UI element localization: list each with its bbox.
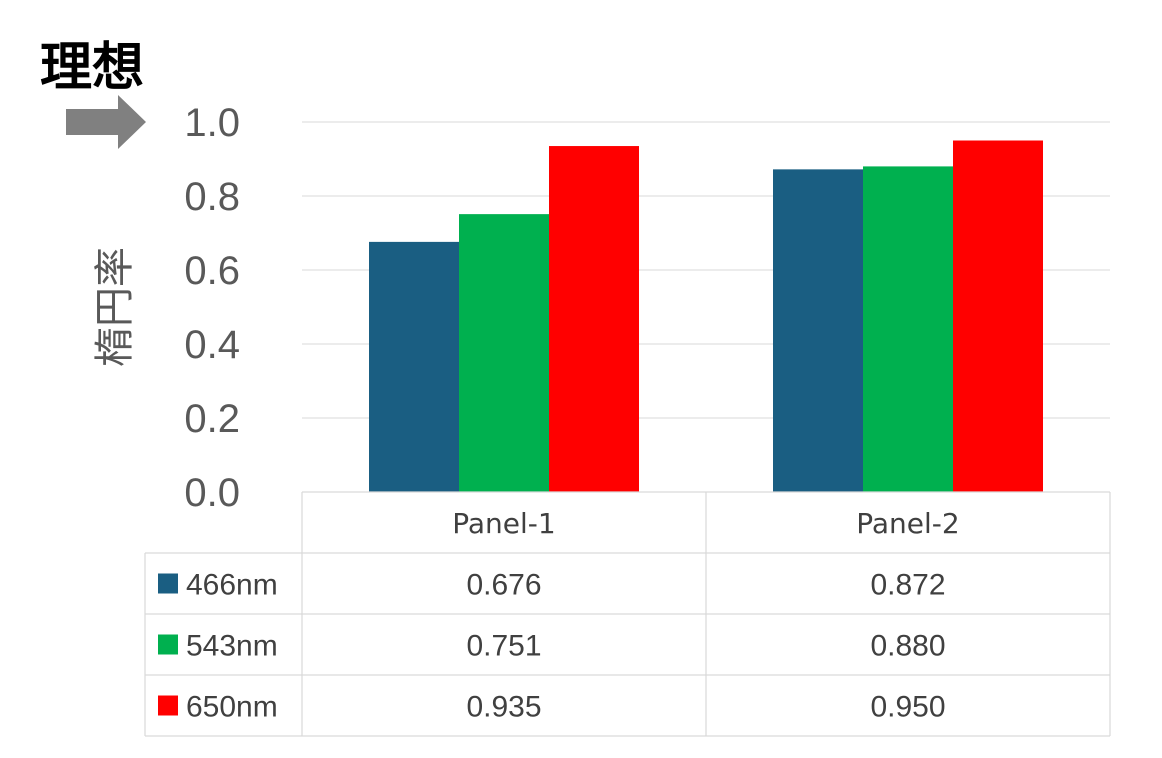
legend-swatch (158, 695, 178, 716)
y-tick-label: 0.0 (184, 471, 240, 515)
right-arrow-icon (66, 95, 146, 149)
data-label: 0.751 (466, 630, 541, 663)
series-name: 650nm (186, 691, 278, 724)
bar (953, 140, 1043, 492)
bar (773, 169, 863, 493)
legend-swatch (158, 573, 178, 594)
bars (369, 140, 1043, 493)
data-label: 0.872 (870, 569, 945, 602)
data-table: Panel-1 Panel-2 466nm 0.676 0.872 543nm 0.751 0… (144, 491, 1111, 737)
bar (459, 214, 549, 492)
data-label: 0.880 (870, 630, 945, 663)
category-label: Panel-2 (856, 507, 959, 540)
bar (863, 166, 953, 492)
data-label: 0.950 (870, 691, 945, 724)
legend-swatch (158, 634, 178, 655)
y-tick-label: 0.4 (184, 323, 240, 367)
bar (549, 146, 639, 493)
y-tick-label: 0.2 (184, 397, 240, 441)
y-tick-label: 0.6 (184, 249, 240, 293)
series-name: 466nm (186, 569, 278, 602)
bar (369, 241, 459, 492)
y-axis-label: 楕円率 (92, 247, 138, 367)
ideal-label: 理想 (40, 38, 144, 98)
y-tick-label: 0.8 (184, 175, 240, 219)
series-name: 543nm (186, 630, 278, 663)
data-label: 0.935 (466, 691, 541, 724)
category-label: Panel-1 (452, 507, 555, 540)
data-label: 0.676 (466, 569, 541, 602)
y-axis-ticks: 0.0 0.2 0.4 0.6 0.8 1.0 (184, 101, 240, 515)
y-tick-label: 1.0 (184, 101, 240, 145)
arrow-shape (66, 95, 146, 149)
